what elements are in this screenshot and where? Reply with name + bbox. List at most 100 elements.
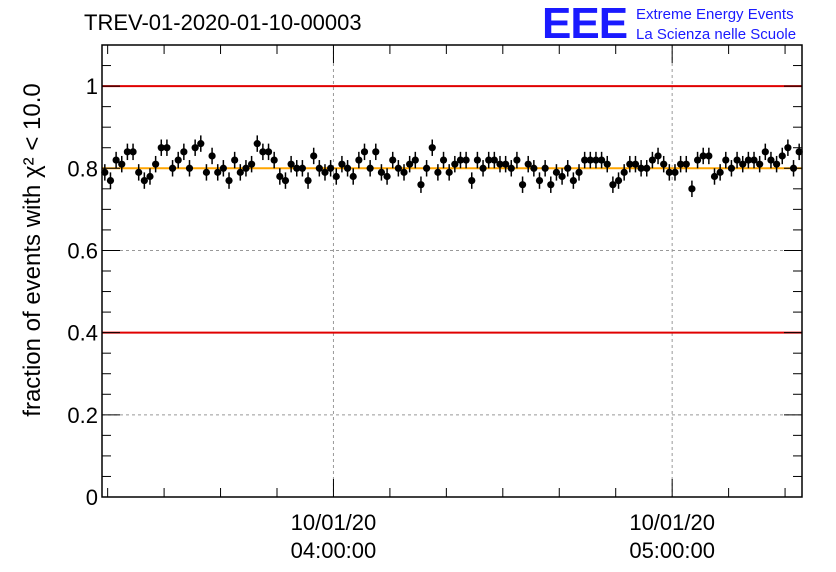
data-point — [739, 160, 747, 168]
data-point — [247, 160, 256, 168]
data-point — [208, 152, 216, 160]
data-point — [428, 144, 436, 152]
data-point — [434, 168, 442, 176]
data-point — [603, 160, 611, 168]
data-point — [750, 156, 758, 164]
data-point — [123, 148, 132, 156]
data-point — [535, 177, 544, 185]
data-point — [225, 177, 233, 185]
data-point — [135, 168, 143, 176]
data-point — [343, 164, 352, 172]
data-point — [575, 168, 583, 176]
data-point — [733, 156, 741, 164]
data-point — [597, 156, 606, 164]
data-point — [699, 152, 707, 160]
data-point — [406, 160, 414, 168]
data-point — [581, 156, 589, 164]
data-point — [377, 168, 386, 176]
data-point — [502, 160, 510, 168]
data-point — [439, 156, 448, 164]
data-point — [631, 160, 640, 168]
data-point — [383, 172, 391, 181]
data-point — [270, 156, 278, 164]
data-point — [665, 168, 673, 176]
data-point — [106, 177, 115, 185]
data-point — [185, 164, 194, 172]
data-point — [304, 177, 312, 185]
eee-logo-mark: EEE — [542, 0, 628, 48]
y-tick-label: 0.6 — [67, 238, 98, 263]
data-point — [671, 168, 679, 176]
data-point — [637, 164, 645, 172]
data-point — [767, 156, 775, 164]
data-point — [219, 164, 227, 172]
data-point — [660, 160, 668, 168]
data-point — [202, 168, 211, 176]
data-point — [253, 140, 261, 148]
data-point — [485, 156, 493, 164]
data-point — [157, 144, 165, 152]
data-point — [513, 156, 521, 164]
data-point — [558, 172, 566, 181]
data-point — [281, 177, 290, 185]
data-point — [795, 148, 803, 156]
data-point — [389, 156, 397, 164]
data-point — [693, 156, 702, 164]
data-point — [349, 172, 357, 181]
data-point — [231, 156, 239, 164]
data-point — [507, 164, 515, 172]
data-point — [552, 168, 561, 176]
data-point — [394, 164, 402, 172]
y-tick-label: 0 — [86, 485, 98, 510]
data-point — [586, 156, 594, 164]
data-point — [445, 168, 453, 176]
data-point — [355, 156, 363, 164]
data-point — [315, 164, 323, 172]
data-point — [360, 148, 369, 156]
chart-title: TREV-01-2020-01-10-00003 — [84, 10, 362, 35]
data-point — [214, 168, 222, 176]
data-point — [744, 156, 752, 164]
data-point — [592, 156, 600, 164]
data-point — [626, 160, 634, 168]
data-point — [293, 164, 301, 172]
data-point — [761, 148, 769, 156]
data-point — [654, 152, 662, 160]
data-point — [197, 140, 205, 148]
data-point — [321, 168, 329, 176]
data-point — [490, 156, 498, 164]
data-point — [327, 164, 335, 172]
data-point — [287, 160, 295, 168]
data-point — [338, 160, 346, 168]
data-point — [677, 160, 685, 168]
data-point — [451, 160, 459, 168]
data-point — [710, 172, 719, 181]
data-point — [310, 152, 318, 160]
data-point — [727, 164, 736, 172]
data-point — [716, 168, 724, 176]
data-point — [366, 164, 374, 172]
data-point — [643, 164, 651, 172]
data-point — [530, 164, 538, 172]
data-point — [101, 168, 109, 176]
y-tick-label: 0.2 — [67, 403, 98, 428]
data-point — [473, 156, 482, 164]
data-point — [620, 168, 628, 176]
data-point — [756, 160, 764, 168]
data-point — [547, 181, 555, 189]
data-point — [422, 164, 431, 172]
x-tick-label-date: 10/01/20 — [291, 510, 377, 535]
data-point — [242, 164, 250, 172]
data-point — [259, 148, 267, 156]
data-point — [264, 148, 273, 156]
data-point — [705, 152, 713, 160]
logo-text-line2: La Scienza nelle Scuole — [636, 26, 797, 43]
data-point — [524, 160, 532, 168]
data-point — [163, 144, 171, 152]
y-tick-label: 1 — [86, 74, 98, 99]
data-point — [276, 172, 284, 181]
data-point — [174, 156, 182, 164]
data-point — [468, 177, 476, 185]
data-point — [772, 160, 781, 168]
